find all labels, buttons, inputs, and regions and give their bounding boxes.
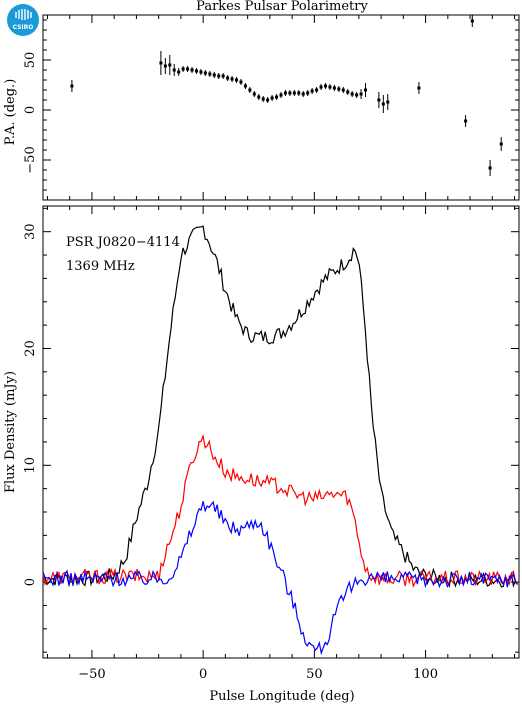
pa-point	[386, 94, 390, 110]
pa-point	[221, 73, 225, 79]
source-name-label: PSR J0820−4114	[66, 235, 180, 250]
pa-point	[70, 80, 74, 92]
pa-point	[172, 64, 176, 76]
bottom-panel-tick-labels: 0 10 20 30 −50 0 50 100	[23, 223, 438, 682]
csiro-logo: CSIRO	[7, 4, 39, 36]
linear-polarization-line	[42, 433, 518, 588]
top-panel-ticks	[43, 15, 519, 201]
total-intensity-line	[42, 225, 518, 589]
pa-point	[248, 87, 252, 93]
circular-polarization-line	[42, 500, 518, 656]
pa-point	[239, 79, 243, 85]
pa-point	[310, 88, 314, 94]
x-tick-label: 100	[413, 667, 438, 682]
x-tick-label: −50	[78, 667, 105, 682]
bottom-y-tick-label: 0	[23, 578, 38, 586]
pa-point	[292, 90, 296, 96]
pa-point	[177, 68, 181, 76]
pa-point	[359, 89, 363, 99]
pa-point	[230, 76, 234, 82]
position-angle-panel: −50 0 50 P.A. (deg.)	[3, 14, 520, 201]
top-panel-frame	[42, 14, 520, 201]
pa-point	[168, 55, 172, 75]
pa-point	[499, 137, 503, 151]
x-tick-label: 50	[306, 667, 323, 682]
pa-point	[199, 69, 203, 75]
flux-density-panel: 0 10 20 30 −50 0 50 100 PSR J0820−4114 1369 MHz…	[3, 205, 520, 704]
pa-point	[266, 97, 270, 103]
pa-point	[203, 70, 207, 76]
pa-point	[243, 83, 247, 89]
pa-point	[261, 96, 265, 102]
csiro-logo-circle	[7, 4, 39, 36]
bottom-panel-frame	[42, 205, 520, 659]
pa-point	[212, 72, 216, 78]
pa-point	[346, 89, 350, 95]
pa-point	[470, 15, 474, 27]
pa-point	[301, 91, 305, 97]
pa-point	[332, 85, 336, 91]
top-y-tick-label: −50	[23, 146, 38, 173]
pa-point	[488, 160, 492, 176]
flux-series	[42, 225, 518, 656]
top-y-tick-label: 0	[23, 106, 38, 114]
pa-point	[315, 87, 319, 93]
pa-point	[297, 90, 301, 96]
bottom-y-tick-label: 30	[23, 223, 38, 240]
pa-point	[328, 84, 332, 90]
bottom-panel-ticks	[43, 206, 519, 658]
pa-point	[341, 87, 345, 93]
pa-point	[364, 83, 368, 97]
pa-point	[377, 92, 381, 108]
pa-point	[350, 91, 354, 97]
pa-point	[270, 95, 274, 101]
x-axis-label: Pulse Longitude (deg)	[209, 689, 354, 704]
pa-point	[186, 66, 190, 72]
top-y-axis-label: P.A. (deg.)	[3, 79, 18, 146]
pa-point	[355, 92, 359, 98]
pa-point	[208, 71, 212, 77]
pa-point	[323, 83, 327, 89]
pa-point	[217, 73, 221, 79]
x-tick-label: 0	[199, 667, 207, 682]
bottom-y-axis-label: Flux Density (mJy)	[3, 371, 18, 493]
pa-point	[194, 68, 198, 74]
frequency-label: 1369 MHz	[66, 259, 135, 274]
pa-point	[279, 92, 283, 98]
pa-point	[319, 84, 323, 90]
pa-point	[190, 67, 194, 73]
bottom-y-tick-label: 20	[23, 340, 38, 357]
csiro-logo-text: CSIRO	[13, 24, 34, 31]
pa-point	[306, 90, 310, 96]
top-panel-tick-labels: −50 0 50	[23, 52, 38, 174]
pa-point	[159, 51, 163, 75]
pa-point	[275, 94, 279, 100]
pa-point	[252, 91, 256, 97]
pa-point	[235, 77, 239, 83]
pa-point	[283, 90, 287, 96]
pa-point	[464, 115, 468, 127]
bottom-y-tick-label: 10	[23, 457, 38, 474]
top-y-tick-label: 50	[23, 52, 38, 69]
pa-point	[163, 58, 167, 74]
pa-point	[257, 94, 261, 100]
pa-point	[288, 90, 292, 96]
pa-point	[226, 75, 230, 81]
figure-title: Parkes Pulsar Polarimetry	[196, 0, 368, 14]
pa-point	[417, 82, 421, 94]
pa-point	[337, 86, 341, 92]
pa-point	[381, 95, 385, 113]
pa-points	[70, 15, 503, 176]
pa-point	[181, 66, 185, 72]
